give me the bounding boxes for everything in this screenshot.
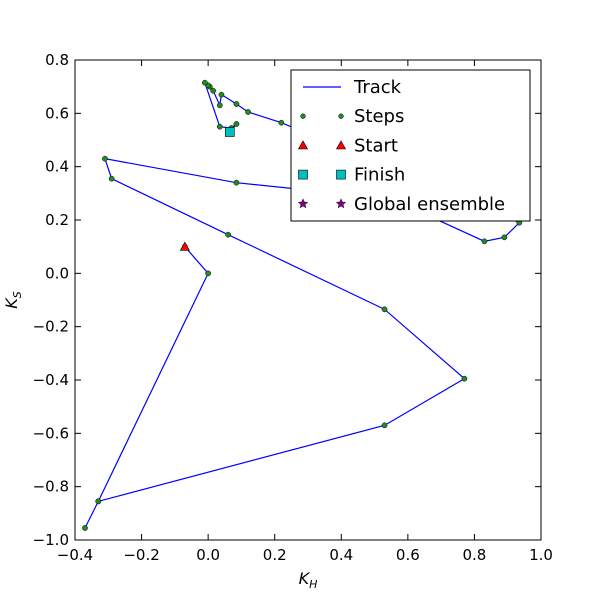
legend-finish-swatch [298,169,308,180]
legend-start-swatch [297,140,309,150]
step-point [461,375,468,382]
legend-label: Start [354,135,398,156]
legend-box [290,69,531,222]
step-point [216,102,223,109]
legend-item: Track [303,77,402,98]
y-tick-label: 0.4 [45,158,69,176]
legend: Track Steps Start Finish Global ensemble [290,69,531,222]
step-point [216,123,223,130]
y-tick-label: −1.0 [33,531,69,549]
legend-item: Finish [298,165,405,186]
legend-item: Steps [300,106,404,127]
legend-label: Global ensemble [354,194,505,215]
x-tick-label: 0.2 [263,546,287,564]
step-point [218,91,225,98]
y-tick-label: 0.2 [45,211,69,229]
y-tick-label: −0.2 [33,318,69,336]
x-tick-label: 0.6 [396,546,420,564]
step-point [82,525,88,531]
step-point [108,175,115,182]
y-tick-label: −0.8 [33,478,69,496]
y-tick-label: −0.4 [33,371,69,389]
start-marker [179,241,190,251]
step-point [205,270,211,277]
step-point [245,109,251,115]
x-tick-label: −0.4 [57,546,93,564]
step-point [481,238,488,245]
step-point [102,155,108,162]
legend-item: Global ensemble [297,194,505,215]
legend-label: Finish [354,165,405,186]
plot-frame [74,59,542,541]
legend-global-swatch [297,198,309,209]
step-point [501,234,508,241]
x-tick-label: 0.4 [329,546,353,564]
legend-finish-swatch [336,169,346,180]
y-tick-label: −0.6 [33,424,69,442]
x-tick-label: −0.2 [123,546,159,564]
legend-item: Start [297,135,398,156]
legend-label: Track [353,77,402,98]
step-point [233,121,240,127]
legend-steps-swatch [300,113,306,119]
step-point [201,79,208,86]
legend-start-swatch [335,140,347,150]
x-tick-label: 0.0 [196,546,220,564]
step-point [225,231,231,238]
finish-marker [224,127,235,137]
legend-label: Steps [354,106,404,127]
y-tick-label: 0.8 [45,51,69,69]
x-tick-label: 1.0 [529,546,553,564]
ticks-layer: −0.4 −0.2 0.0 0.2 0.4 0.6 0.8 1.0 −1.0 −0.8 −0.6 −0… [33,51,553,564]
step-point [210,87,216,94]
step-point [233,179,240,186]
legend-global-swatch [335,198,347,209]
plot-layer [82,79,523,531]
step-point [381,306,388,313]
step-point [233,101,240,107]
legend-steps-swatch [338,113,344,119]
step-point [278,119,285,126]
step-point [95,498,102,505]
step-point [381,422,388,429]
x-tick-label: 0.8 [462,546,486,564]
y-tick-label: 0.0 [45,264,69,282]
y-tick-label: 0.6 [45,104,69,122]
